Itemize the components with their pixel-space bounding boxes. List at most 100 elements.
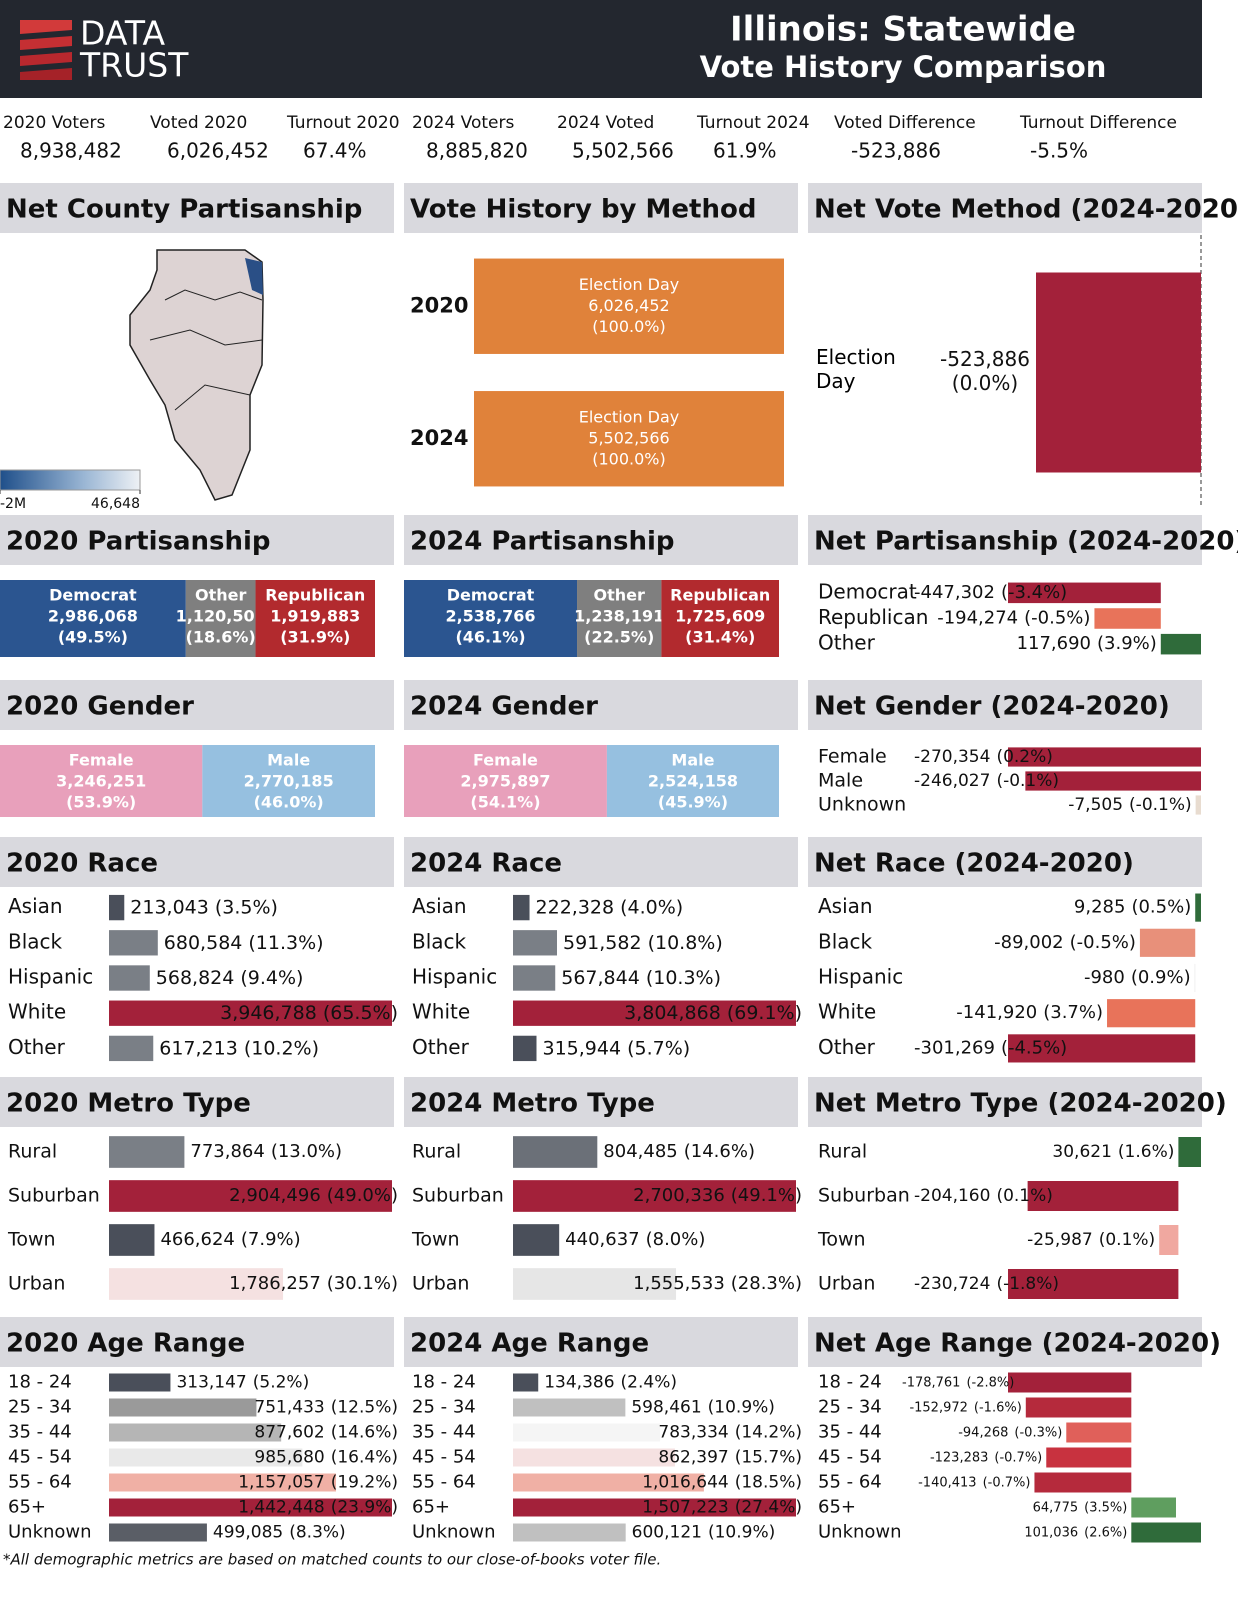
category-label: Republican: [818, 605, 928, 629]
bar: [1131, 1497, 1176, 1518]
bar: [109, 965, 150, 991]
bar: [513, 1498, 796, 1517]
value-label: 466,624 (7.9%): [160, 1229, 300, 1250]
value-count: -152,972: [909, 1400, 967, 1415]
category-label: Black: [412, 929, 467, 953]
bar: [1008, 1269, 1179, 1299]
value-label: 313,147 (5.2%): [176, 1373, 309, 1393]
value-label: 1,555,533 (28.3%): [633, 1273, 802, 1294]
value-share: (28.3%): [731, 1273, 802, 1294]
value-label: -141,920 (3.7%): [956, 1002, 1103, 1023]
value-label: -980 (0.9%): [1084, 967, 1191, 988]
kpi-value: -5.5%: [1030, 139, 1088, 163]
value-share: (0.2%): [996, 747, 1052, 767]
value-share: (65.5%): [323, 1002, 398, 1024]
value-share: (9.4%): [240, 967, 303, 989]
value-share: (2.4%): [621, 1373, 677, 1393]
section-header: [404, 183, 798, 233]
value-count: 134,386: [544, 1373, 614, 1393]
value-label: 1,919,883: [270, 607, 360, 626]
category-label: 55 - 64: [818, 1472, 882, 1493]
chart-title: Net County Partisanship: [6, 195, 362, 225]
value-label: 2,524,158: [648, 772, 738, 791]
value-label: 985,680 (16.4%): [254, 1448, 398, 1468]
section-header: [808, 183, 1202, 233]
share-label: (18.6%): [186, 628, 256, 647]
kpi-label: Turnout 2024: [696, 113, 810, 133]
value-label: -523,886: [940, 347, 1030, 371]
value-share: (10.3%): [646, 967, 721, 989]
value-label: 5,502,566: [588, 428, 669, 447]
value-count: -89,002: [994, 932, 1063, 953]
chart-title: 2024 Gender: [410, 692, 598, 722]
value-label: 568,824 (9.4%): [156, 967, 304, 989]
value-label: 1,157,057 (19.2%): [238, 1473, 398, 1493]
value-count: 617,213: [159, 1037, 238, 1059]
category-label: 2020: [410, 293, 468, 317]
value-count: 315,944: [542, 1037, 621, 1059]
bar: [1194, 963, 1196, 993]
bar: [1195, 893, 1201, 922]
share-label: (53.9%): [66, 793, 136, 812]
value-label: 600,121 (10.9%): [632, 1523, 776, 1543]
value-share: (5.7%): [627, 1037, 690, 1059]
value-label: -204,160 (0.1%): [914, 1186, 1053, 1206]
value-count: 1,555,533: [633, 1273, 725, 1294]
bar: [1066, 1422, 1132, 1443]
state-outline: [129, 249, 264, 501]
value-label: 783,334 (14.2%): [658, 1423, 802, 1443]
value-label: -140,413 (-0.7%): [918, 1475, 1030, 1490]
category-label: Rural: [412, 1141, 461, 1163]
segment-name: Female: [69, 751, 134, 770]
share-label: (31.9%): [280, 628, 350, 647]
series-label: Election Day: [579, 407, 680, 426]
value-share: (4.0%): [620, 896, 683, 918]
category-label: Town: [817, 1229, 866, 1251]
bar: [1131, 1522, 1201, 1543]
segment-name: Male: [671, 751, 714, 770]
value-label: 2,700,336 (49.1%): [633, 1185, 802, 1206]
value-share: (19.2%): [331, 1473, 398, 1493]
chart-title: 2024 Age Range: [410, 1329, 649, 1359]
value-share: (0.1%): [1099, 1230, 1155, 1250]
segment-name: Male: [267, 751, 310, 770]
bar-segment: [185, 580, 256, 657]
value-count: 591,582: [563, 931, 642, 953]
value-label: -178,761 (-2.8%): [902, 1375, 1014, 1390]
category-label: White: [412, 1000, 470, 1024]
value-share: (27.4%): [735, 1498, 802, 1518]
category-label: Asian: [412, 894, 467, 918]
bar: [1008, 582, 1161, 604]
category-label: Rural: [818, 1141, 867, 1163]
value-count: 2,700,336: [633, 1185, 725, 1206]
value-count: 3,946,788: [220, 1002, 317, 1024]
section-header: [808, 837, 1202, 887]
category-label: 45 - 54: [412, 1447, 476, 1468]
bar: [513, 1398, 626, 1417]
bar: [109, 1180, 392, 1212]
value-label: 315,944 (5.7%): [542, 1037, 690, 1059]
category-label: 2024: [410, 426, 468, 450]
value-count: 1,786,257: [229, 1273, 321, 1294]
category-label: Suburban: [412, 1185, 504, 1207]
kpi-value: 61.9%: [713, 139, 777, 163]
category-label: 18 - 24: [412, 1372, 476, 1393]
category-label: 55 - 64: [412, 1472, 476, 1493]
category-label: Election Day: [816, 344, 896, 393]
value-share: (8.0%): [646, 1229, 706, 1250]
bar: [513, 1136, 598, 1168]
value-share: (18.5%): [735, 1473, 802, 1493]
value-label: 440,637 (8.0%): [565, 1229, 705, 1250]
share-label: (49.5%): [58, 628, 128, 647]
value-share: (-0.7%): [983, 1475, 1031, 1490]
page-title: Illinois: Statewide: [730, 10, 1076, 50]
category-label: Suburban: [8, 1185, 100, 1207]
kpi-value: 67.4%: [303, 139, 367, 163]
category-label: Unknown: [412, 1522, 496, 1543]
bar: [1160, 633, 1201, 655]
value-label: 1,120,501: [176, 607, 266, 626]
category-label: Other: [818, 631, 876, 655]
value-label: -94,268 (-0.3%): [958, 1425, 1062, 1440]
value-count: 598,461: [631, 1398, 701, 1418]
bar: [109, 1136, 185, 1168]
